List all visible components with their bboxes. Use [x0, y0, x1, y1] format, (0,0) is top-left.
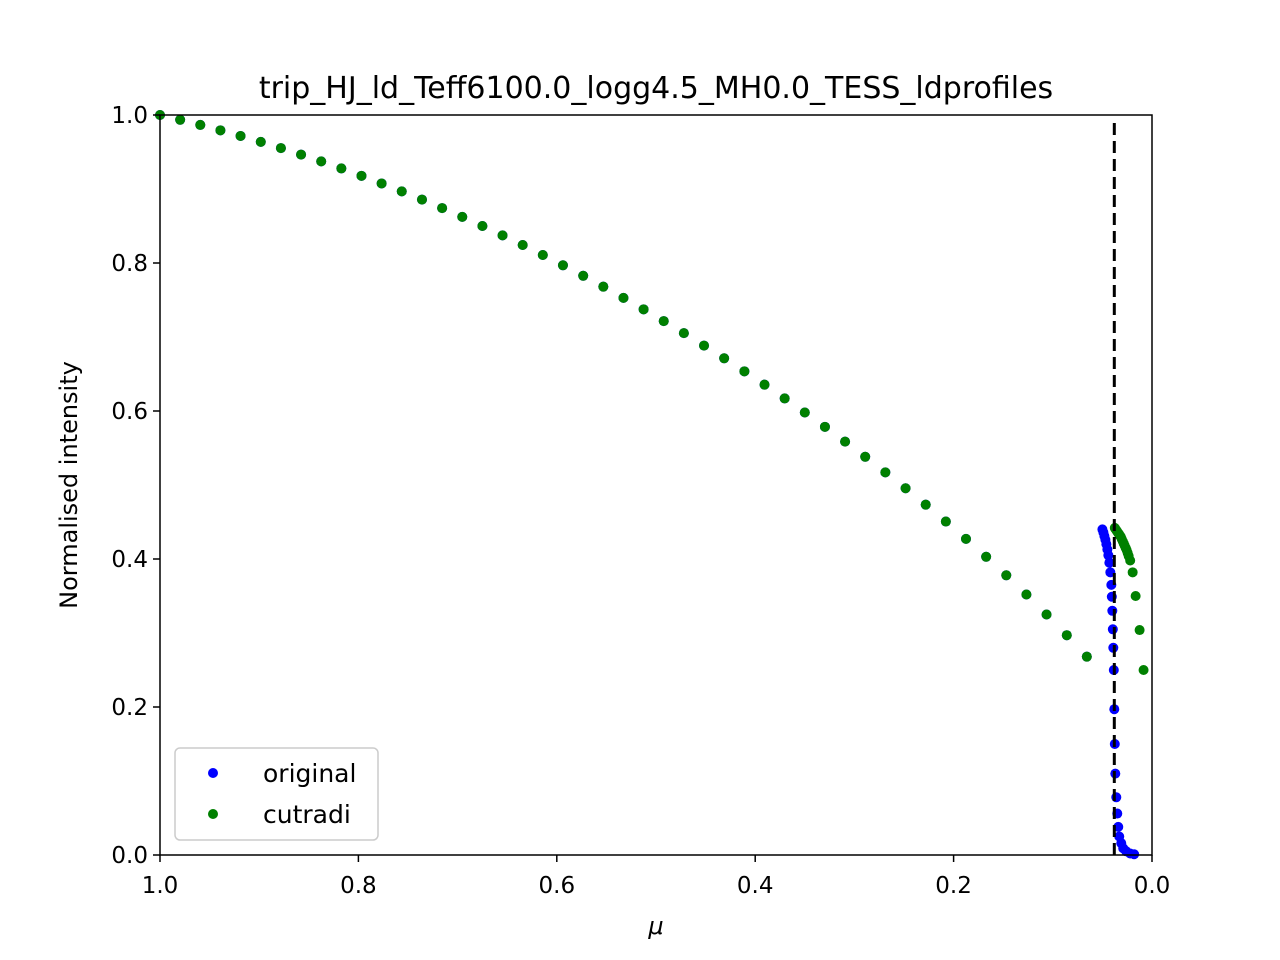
y-tick-label: 0.0: [111, 843, 148, 869]
data-point-cutradi: [759, 379, 770, 390]
data-point-cutradi: [517, 240, 528, 251]
data-point-cutradi: [618, 292, 629, 303]
data-point-cutradi: [1001, 570, 1012, 581]
data-point-cutradi: [316, 156, 327, 167]
data-point-cutradi: [961, 533, 971, 544]
data-point-cutradi: [235, 130, 246, 141]
legend-marker-cutradi: [208, 809, 218, 819]
x-tick-label: 0.8: [340, 873, 377, 899]
legend: original cutradi: [174, 747, 379, 841]
axis-ticks: 1.0 0.8 0.6 0.4 0.2 0.0 0.0 0.2 0.4 0.6 0.8 1.0: [111, 103, 1170, 899]
x-axis-label: μ: [647, 912, 663, 940]
x-tick-label: 0.2: [935, 873, 972, 899]
data-point-cutradi: [195, 119, 206, 130]
data-point-cutradi: [598, 281, 609, 292]
legend-label-original: original: [263, 759, 356, 788]
data-point-cutradi: [920, 499, 931, 510]
data-point-cutradi: [638, 304, 649, 315]
data-point-cutradi: [336, 163, 347, 174]
data-point-cutradi: [840, 436, 851, 447]
y-tick-label: 0.4: [111, 547, 148, 573]
data-point-cutradi: [1021, 589, 1032, 600]
legend-label-cutradi: cutradi: [263, 800, 351, 829]
data-point-cutradi: [860, 451, 871, 462]
y-tick-label: 1.0: [111, 103, 148, 129]
y-tick-label: 0.8: [111, 251, 148, 277]
data-point-cutradi: [1138, 665, 1149, 675]
legend-marker-original: [208, 768, 218, 778]
data-point-cutradi: [719, 353, 730, 364]
x-tick-label: 1.0: [142, 873, 179, 899]
data-point-original: [1111, 792, 1122, 803]
data-point-original: [1104, 557, 1115, 568]
data-point-cutradi: [376, 178, 387, 189]
data-point-original: [1103, 550, 1114, 561]
y-tick-label: 0.6: [111, 399, 148, 425]
data-point-cutradi: [356, 170, 367, 181]
data-point-cutradi: [678, 328, 689, 339]
series-cutradi: [155, 110, 1149, 675]
data-point-cutradi: [215, 125, 226, 136]
data-point-cutradi: [497, 230, 508, 241]
x-tick-label: 0.6: [539, 873, 576, 899]
data-point-cutradi: [578, 270, 589, 281]
data-point-cutradi: [255, 136, 266, 147]
data-point-cutradi: [658, 316, 669, 327]
data-point-cutradi: [900, 483, 911, 494]
data-point-cutradi: [799, 407, 810, 418]
data-point-cutradi: [416, 194, 427, 205]
data-point-cutradi: [940, 516, 951, 527]
data-point-cutradi: [557, 260, 568, 271]
x-tick-label: 0.0: [1134, 873, 1171, 899]
data-point-cutradi: [175, 114, 186, 125]
data-point-cutradi: [477, 221, 488, 231]
data-point-cutradi: [296, 149, 307, 160]
data-point-cutradi: [1081, 651, 1092, 662]
data-point-cutradi: [1127, 567, 1138, 578]
axes-frame: [159, 114, 1153, 856]
chart-title: trip_HJ_ld_Teff6100.0_logg4.5_MH0.0_TESS…: [259, 71, 1053, 106]
plot-area: [155, 110, 1153, 860]
data-point-cutradi: [739, 366, 750, 377]
data-point-cutradi: [880, 467, 891, 478]
data-point-original: [1107, 605, 1118, 616]
x-tick-label: 0.4: [737, 873, 774, 899]
data-point-cutradi: [396, 186, 407, 197]
data-point-cutradi: [1061, 630, 1072, 641]
data-point-cutradi: [1130, 591, 1141, 601]
data-point-cutradi: [819, 421, 830, 432]
data-point-cutradi: [1134, 625, 1145, 636]
y-axis-label: Normalised intensity: [55, 361, 83, 609]
data-point-cutradi: [981, 551, 992, 562]
y-tick-label: 0.2: [111, 695, 148, 721]
data-point-cutradi: [699, 340, 710, 351]
data-point-cutradi: [1041, 609, 1052, 620]
data-point-cutradi: [1125, 555, 1136, 566]
legend-box: [174, 747, 379, 841]
data-point-cutradi: [457, 211, 468, 222]
data-point-cutradi: [275, 143, 286, 154]
data-point-cutradi: [779, 393, 790, 404]
data-point-cutradi: [537, 250, 548, 261]
data-point-cutradi: [437, 203, 448, 214]
